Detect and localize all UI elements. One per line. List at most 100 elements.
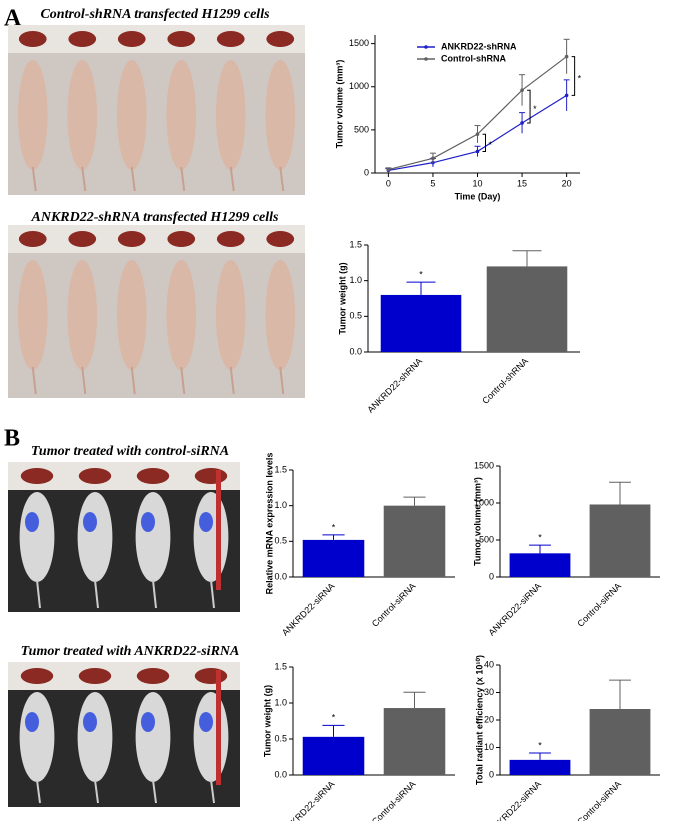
annotation: * — [538, 740, 542, 750]
tumor — [136, 668, 170, 684]
annotation: * — [533, 104, 537, 114]
annotation: * — [419, 269, 423, 279]
signal — [141, 512, 155, 532]
annotation: * — [538, 533, 542, 543]
tumor — [78, 468, 112, 484]
photo-caption: Tumor treated with control-siRNA — [31, 444, 229, 459]
x-tick-label: 10 — [472, 178, 482, 188]
y-tick-label: 1.0 — [349, 275, 362, 285]
y-axis-label: Tumor volume (mm³) — [334, 60, 344, 149]
tumor — [20, 468, 54, 484]
panel-label: B — [4, 426, 20, 452]
mouse-tail — [279, 366, 285, 395]
tumor — [18, 231, 47, 247]
tumor — [194, 468, 228, 484]
tumor — [136, 468, 170, 484]
tumor — [216, 231, 245, 247]
x-tick-label: ANKRD22-siRNA — [280, 581, 337, 638]
mouse-tail — [81, 366, 87, 395]
annotation: * — [332, 522, 336, 532]
x-axis-label: Time (Day) — [455, 191, 501, 201]
y-tick-label: 0.5 — [349, 311, 362, 321]
legend-marker — [424, 57, 428, 61]
mouse-body — [193, 492, 229, 582]
bar — [589, 709, 651, 775]
y-tick-label: 0.0 — [274, 769, 287, 779]
tumor — [194, 668, 228, 684]
mouse-body — [77, 492, 113, 582]
mouse-tail — [152, 579, 157, 609]
photo-strip — [8, 225, 305, 253]
signal — [83, 712, 97, 732]
photo — [8, 225, 305, 398]
mouse-body — [77, 692, 113, 782]
tumor — [117, 31, 146, 47]
signal — [83, 512, 97, 532]
bracket — [527, 89, 531, 124]
tumor — [167, 31, 196, 47]
y-tick-label: 1.0 — [274, 697, 287, 707]
y-tick-label: 1.0 — [274, 500, 287, 510]
y-axis-label: Tumor weight (g) — [337, 262, 347, 334]
x-tick-label: 0 — [386, 178, 391, 188]
bracket — [482, 133, 486, 152]
mouse-body — [215, 60, 246, 170]
mouse-body — [135, 492, 171, 582]
mouse-tail — [180, 166, 186, 192]
colorbar — [216, 470, 221, 590]
legend-label: ANKRD22-shRNA — [441, 41, 517, 51]
y-tick-label: 0 — [364, 167, 369, 177]
point — [475, 149, 480, 154]
point — [520, 88, 524, 92]
y-tick-label: 20 — [484, 714, 494, 724]
mouse-tail — [210, 779, 215, 804]
x-tick-label: 20 — [562, 178, 572, 188]
y-tick-label: 0.0 — [274, 571, 287, 581]
tumor — [18, 31, 47, 47]
mouse-body — [265, 260, 296, 370]
tumor — [78, 668, 112, 684]
mouse-tail — [36, 779, 41, 804]
mouse-tail — [81, 166, 87, 192]
mouse-body — [67, 60, 98, 170]
x-tick-label: Control-siRNA — [575, 581, 623, 629]
mouse-body — [116, 60, 147, 170]
x-tick-label: Control-siRNA — [370, 779, 418, 821]
mouse-tail — [31, 366, 37, 395]
mouse-body — [19, 692, 55, 782]
bar — [302, 539, 365, 577]
bar — [509, 759, 571, 775]
y-axis-label: Tumor weight (g) — [262, 685, 272, 757]
y-tick-label: 0.5 — [274, 733, 287, 743]
photo-strip — [8, 25, 305, 53]
bar — [509, 553, 571, 577]
tumor — [68, 31, 97, 47]
tumor — [68, 231, 97, 247]
y-tick-label: 0 — [489, 769, 494, 779]
bar — [380, 294, 462, 352]
point — [431, 156, 435, 161]
y-tick-label: 1.5 — [274, 464, 287, 474]
y-tick-label: 0.5 — [274, 536, 287, 546]
bar — [589, 504, 651, 577]
tumor — [216, 31, 245, 47]
mouse-body — [17, 60, 48, 170]
y-tick-label: 1500 — [474, 460, 494, 470]
point — [520, 121, 524, 125]
mouse-body — [17, 260, 48, 370]
x-tick-label: Control-siRNA — [370, 581, 418, 629]
y-axis-label: Tumor volume (mm³) — [472, 477, 482, 566]
y-tick-label: 10 — [484, 742, 494, 752]
y-axis-label: Relative mRNA expression levels — [264, 453, 274, 595]
legend-label: Control-shRNA — [441, 53, 506, 63]
y-tick-label: 1.5 — [274, 661, 287, 671]
signal — [199, 712, 213, 732]
bracket — [571, 56, 576, 96]
signal — [199, 512, 213, 532]
y-tick-label: 40 — [484, 659, 494, 669]
signal — [141, 712, 155, 732]
mouse-body — [67, 260, 98, 370]
tumor — [20, 668, 54, 684]
mouse-body — [19, 492, 55, 582]
